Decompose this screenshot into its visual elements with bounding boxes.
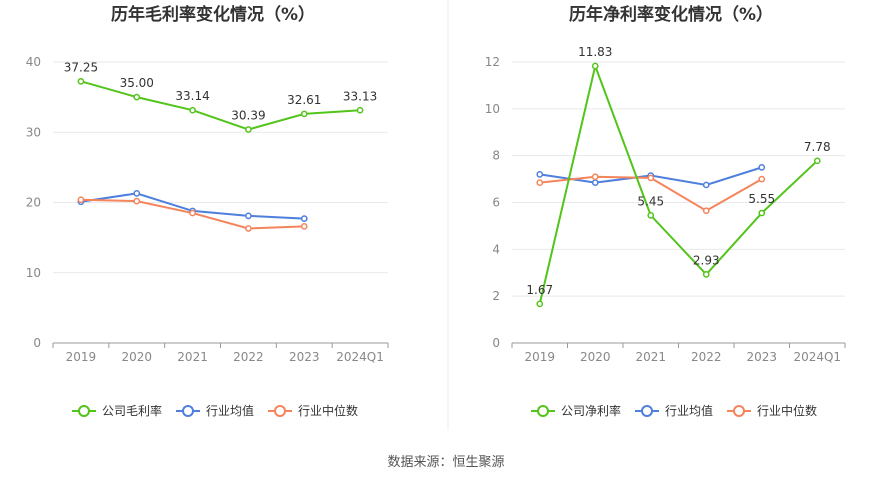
data-label: 33.14 — [175, 89, 209, 103]
x-tick-label: 2024Q1 — [336, 350, 384, 364]
data-label: 33.13 — [343, 89, 377, 103]
legend-label: 行业均值 — [665, 403, 713, 418]
series-industry-median — [536, 173, 766, 215]
data-point — [189, 209, 196, 217]
x-tick-label: 2023 — [289, 350, 320, 364]
legend-item: 公司净利率 — [531, 403, 621, 418]
data-point — [77, 77, 85, 85]
legend-marker — [274, 405, 286, 417]
y-tick-label: 12 — [485, 55, 500, 69]
legend-marker — [733, 405, 745, 417]
legend-label: 行业均值 — [206, 403, 254, 418]
legend-label: 公司净利率 — [561, 403, 621, 418]
data-label: 5.45 — [637, 194, 664, 208]
data-point — [813, 157, 821, 165]
data-label: 30.39 — [231, 109, 265, 123]
data-point — [591, 173, 599, 181]
x-tick-label: 2023 — [746, 350, 777, 364]
series-industry-mean — [77, 190, 308, 223]
legend-item: 公司毛利率 — [72, 403, 162, 418]
x-tick-label: 2021 — [635, 350, 666, 364]
data-point — [300, 110, 308, 118]
data-point — [702, 271, 710, 278]
data-point — [356, 106, 364, 114]
data-point — [300, 223, 308, 230]
legend-item: 行业均值 — [176, 403, 254, 418]
y-tick-label: 2 — [492, 289, 500, 303]
legend-marker — [182, 405, 194, 417]
chart-title: 历年毛利率变化情况（%） — [111, 4, 315, 25]
y-tick-label: 0 — [492, 336, 500, 350]
x-tick-label: 2019 — [524, 350, 555, 364]
legend-marker — [537, 405, 549, 417]
legend-item: 行业中位数 — [727, 403, 817, 418]
x-tick-label: 2020 — [121, 350, 152, 364]
y-tick-label: 0 — [33, 336, 41, 350]
data-label: 11.83 — [578, 45, 612, 59]
data-point — [189, 106, 196, 114]
data-label: 1.67 — [526, 283, 553, 297]
data-label: 37.25 — [64, 60, 98, 74]
series-company: 37.25 35.00 33.14 30.39 32.61 33.13 — [64, 60, 377, 133]
data-point — [77, 196, 85, 204]
x-tick-label: 2022 — [691, 350, 722, 364]
data-point — [536, 171, 544, 178]
series-industry-median — [77, 196, 308, 232]
data-label: 5.55 — [748, 192, 775, 206]
data-point — [591, 62, 599, 70]
data-label: 32.61 — [287, 93, 321, 107]
data-point — [758, 209, 766, 217]
y-tick-label: 10 — [26, 266, 41, 280]
legend-marker — [641, 405, 653, 417]
data-point — [647, 212, 655, 219]
y-tick-label: 6 — [492, 196, 500, 210]
data-point — [647, 174, 655, 182]
data-point — [758, 164, 766, 171]
y-tick-label: 40 — [26, 55, 41, 69]
data-point — [702, 181, 710, 189]
data-point — [133, 93, 141, 101]
series-company: 1.67 11.83 5.45 2.93 5.55 7.78 — [526, 45, 831, 308]
data-point — [702, 207, 710, 215]
legend-marker — [78, 405, 90, 417]
data-point — [300, 215, 308, 223]
data-point — [245, 126, 252, 133]
legend-label: 公司毛利率 — [102, 403, 162, 418]
y-tick-label: 8 — [492, 149, 500, 163]
y-tick-label: 20 — [26, 196, 41, 210]
legend-label: 行业中位数 — [757, 403, 817, 418]
data-point — [133, 197, 141, 205]
x-tick-label: 2022 — [233, 350, 264, 364]
source-text: 数据来源：恒生聚源 — [387, 455, 504, 470]
y-tick-label: 10 — [485, 102, 500, 116]
data-point — [758, 175, 766, 183]
data-point — [536, 300, 544, 308]
data-label: 35.00 — [120, 76, 154, 90]
x-tick-label: 2020 — [580, 350, 611, 364]
data-label: 7.78 — [804, 140, 831, 154]
y-tick-label: 30 — [26, 125, 41, 139]
series-line — [80, 80, 361, 131]
data-point — [245, 225, 252, 232]
data-point — [591, 179, 599, 186]
series-line — [538, 62, 818, 305]
data-point — [133, 190, 141, 197]
x-tick-label: 2024Q1 — [793, 350, 841, 364]
y-tick-label: 4 — [492, 242, 500, 256]
x-tick-label: 2021 — [177, 350, 208, 364]
legend-label: 行业中位数 — [298, 403, 358, 418]
x-tick-label: 2019 — [66, 350, 97, 364]
data-label: 2.93 — [693, 253, 720, 267]
legend-item: 行业中位数 — [268, 403, 358, 418]
chart-panel-1: 历年毛利率变化情况（%） 0 10 20 30 40 2019 2020 2021 2022 202… — [26, 4, 389, 418]
chart-panel-2: 历年净利率变化情况（%） 0 2 4 6 8 10 12 2019 2020 2021 2022 202… — [485, 4, 846, 418]
data-point — [536, 179, 544, 186]
legend-item: 行业均值 — [635, 403, 713, 418]
data-point — [245, 212, 252, 220]
chart-title: 历年净利率变化情况（%） — [569, 4, 773, 25]
